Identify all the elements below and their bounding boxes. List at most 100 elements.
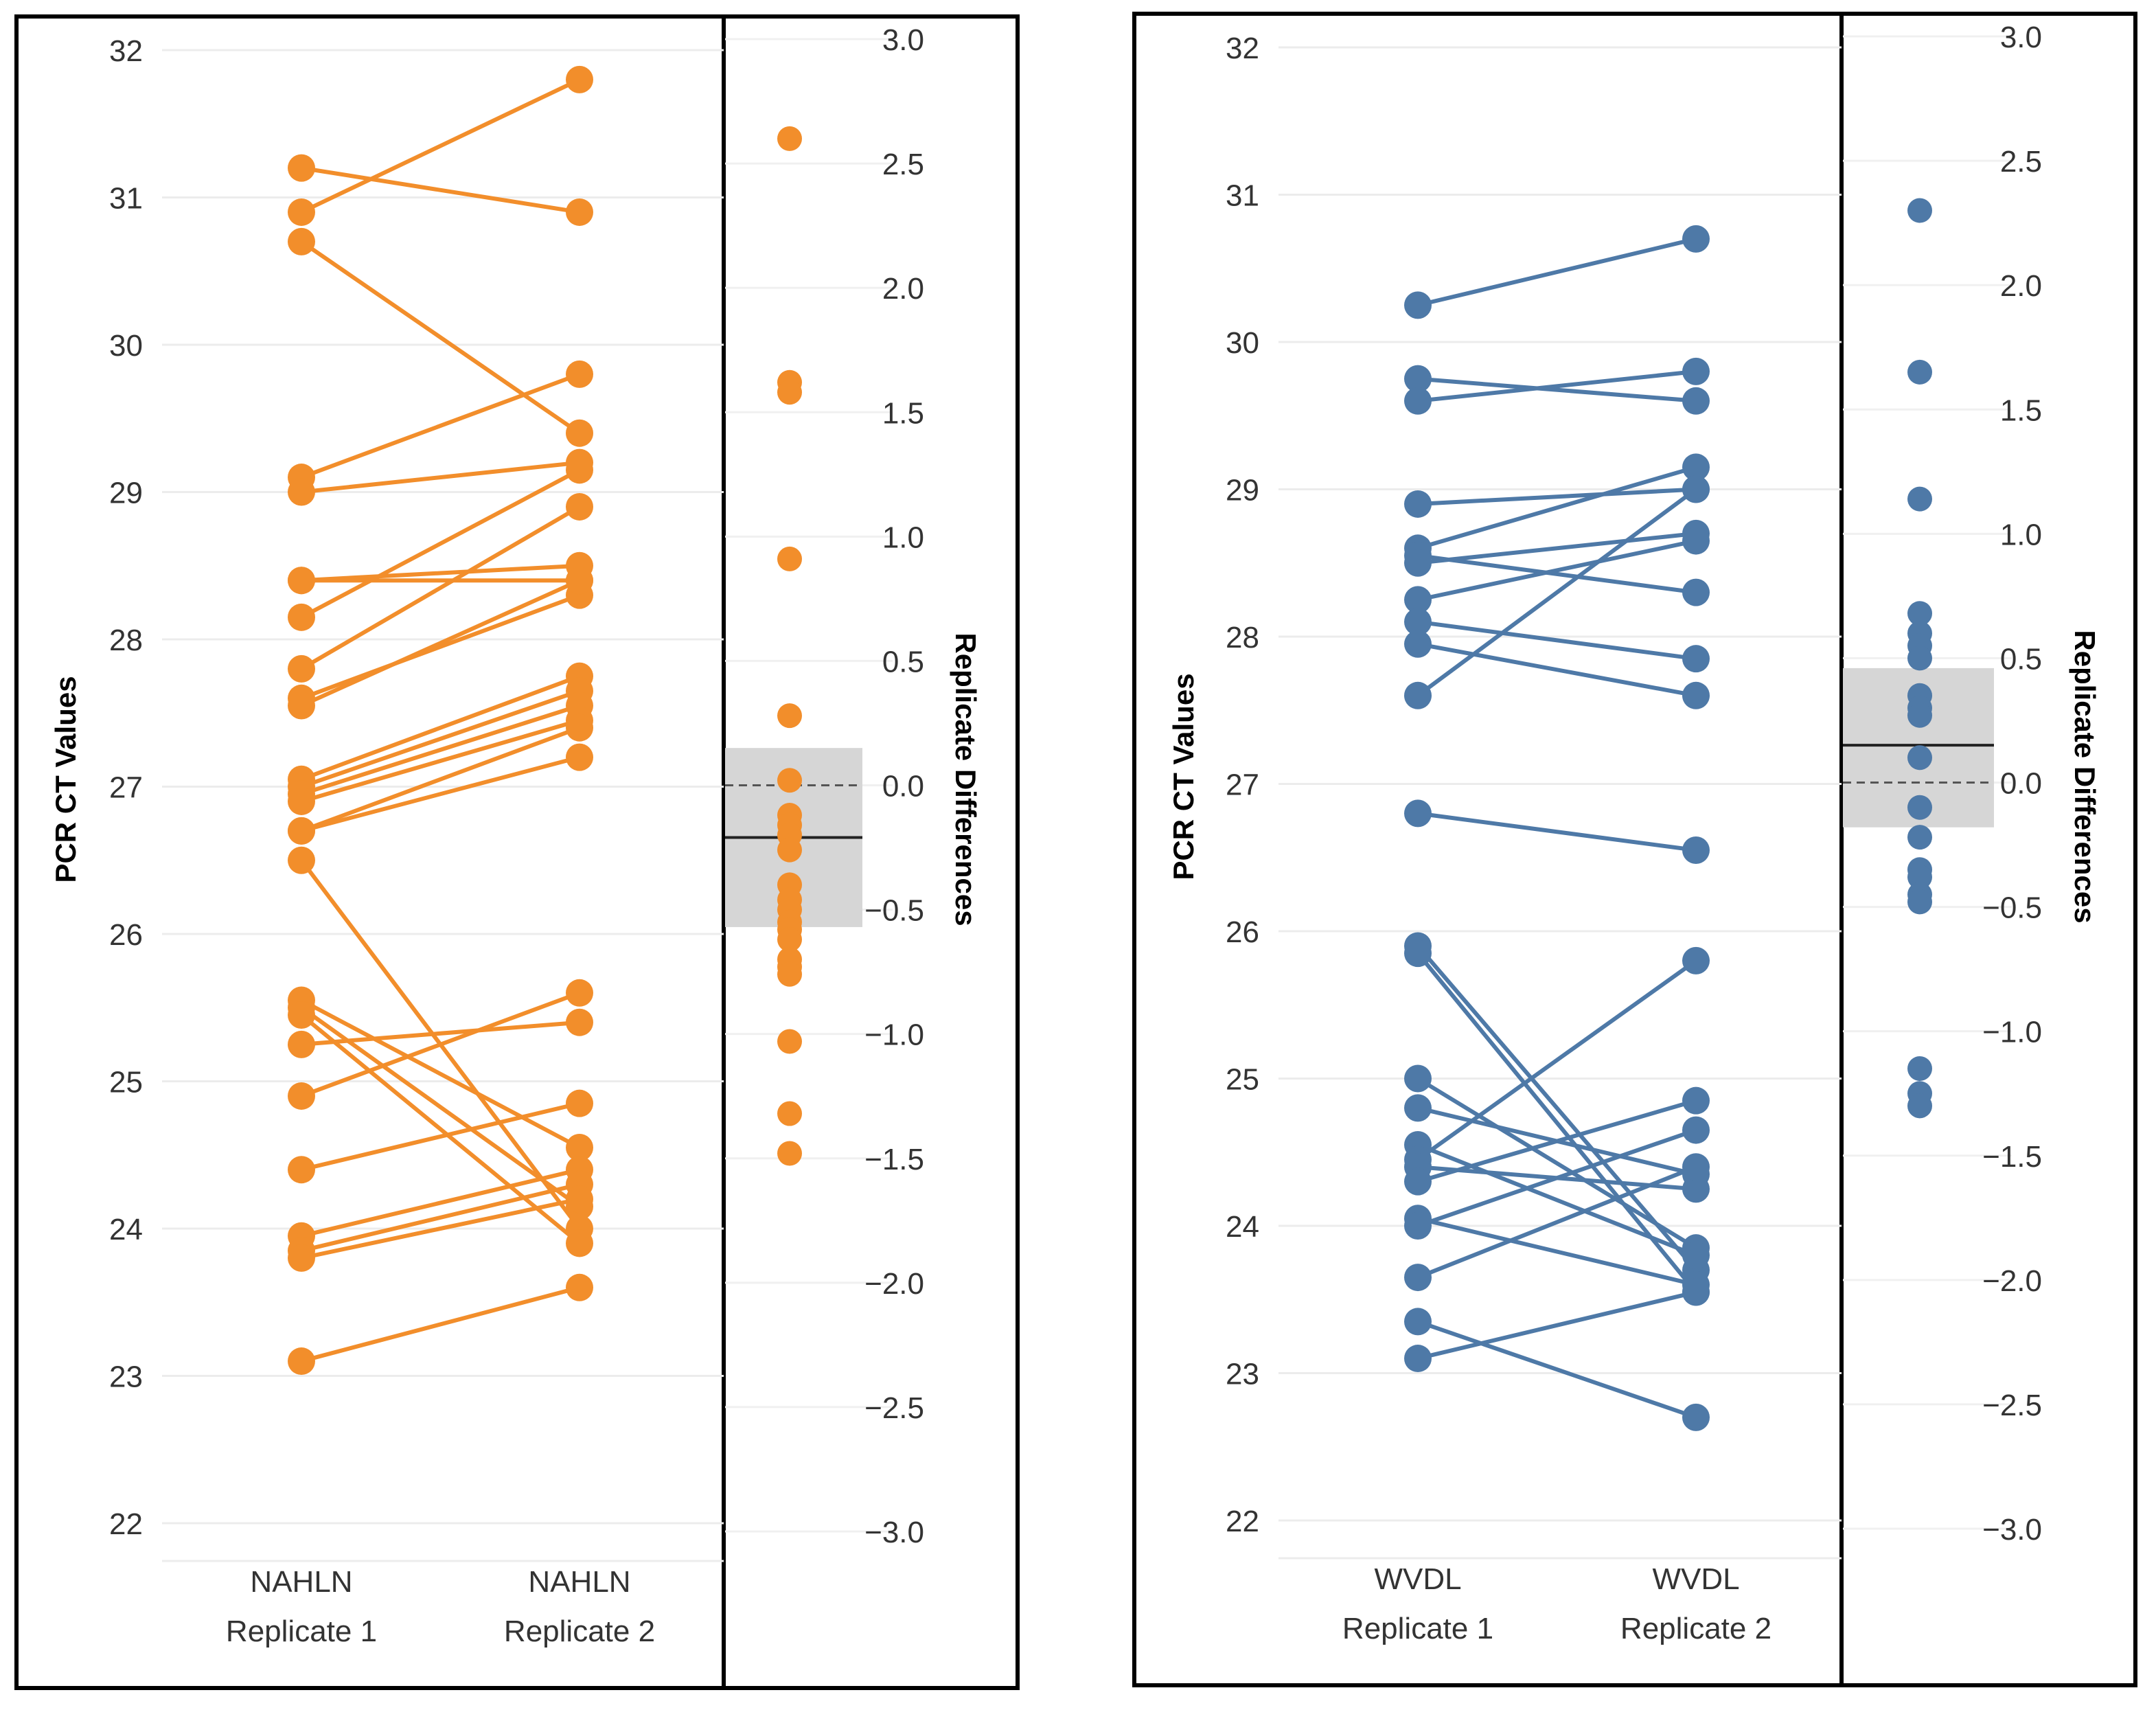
wvdl-replicate-1-point <box>1404 681 1432 709</box>
nahln-replicate-2-point <box>566 714 593 742</box>
wvdl-slope-line <box>1417 488 1697 698</box>
wvdl-replicate-2-point <box>1682 946 1710 974</box>
wvdl-replicate-1-point <box>1404 490 1432 518</box>
nahln-replicate-1-point <box>288 692 315 720</box>
wvdl-slope-frame <box>1132 12 1844 1687</box>
nahln-slope-line <box>301 166 580 214</box>
nahln-slope-line <box>300 240 581 435</box>
nahln-slope-lines <box>299 78 582 1363</box>
nahln-difference-tick-label: 2.0 <box>882 272 924 306</box>
wvdl-replicate-2-point <box>1682 681 1710 709</box>
wvdl-replicate-1-point <box>1404 1308 1432 1336</box>
nahln-replicate-1-point <box>288 227 315 255</box>
nahln-slope-line <box>300 990 581 1098</box>
wvdl-difference-point <box>1907 865 1932 890</box>
nahln-difference-point <box>777 546 802 571</box>
nahln-replicate-1-point <box>288 817 315 845</box>
wvdl-replicate-2-point <box>1682 1175 1710 1203</box>
wvdl-replicate-1-point <box>1404 1094 1432 1122</box>
nahln-replicate-1-point <box>288 654 315 683</box>
nahln-replicate-1-point <box>288 1244 315 1272</box>
wvdl-slope-line <box>1417 811 1697 852</box>
wvdl-replicate-1-point <box>1404 608 1432 636</box>
wvdl-difference-point <box>1907 703 1932 728</box>
wvdl-difference-tick-label: 1.0 <box>2000 518 2042 551</box>
nahln-ct-tick-label: 23 <box>109 1360 143 1394</box>
nahln-slope-frame <box>14 14 726 1690</box>
wvdl-difference-point <box>1907 1093 1932 1119</box>
wvdl-replicate-2-point <box>1682 453 1710 481</box>
nahln-difference-tick-label: 2.5 <box>882 148 924 181</box>
wvdl-category-1-replicate: Replicate 1 <box>1342 1612 1493 1645</box>
wvdl-difference-tick-label: 1.5 <box>2000 394 2042 427</box>
nahln-difference-tick-label: −3.0 <box>864 1516 924 1549</box>
wvdl-difference-tick-label: −0.5 <box>1982 891 2042 925</box>
wvdl-ct-axis-label: PCR CT Values <box>1167 673 1200 880</box>
wvdl-category-2-replicate: Replicate 2 <box>1620 1612 1771 1645</box>
nahln-replicate-1-point <box>288 567 315 595</box>
nahln-replicate-1-point <box>288 846 315 874</box>
nahln-ct-tick-label: 25 <box>109 1066 143 1099</box>
wvdl-category-2-lab: WVDL <box>1652 1562 1739 1596</box>
wvdl-replicate-1-point <box>1404 586 1432 614</box>
nahln-slope-line <box>300 468 581 619</box>
nahln-difference-point <box>777 1141 802 1166</box>
nahln-difference-dots <box>777 126 802 1166</box>
nahln-slope-line <box>301 563 580 583</box>
wvdl-replicate-1-point <box>1404 549 1432 577</box>
wvdl-difference-tick-label: −3.0 <box>1982 1513 2042 1547</box>
nahln-slope-line <box>301 718 580 803</box>
wvdl-slope-line <box>1417 1290 1697 1360</box>
nahln-slope-line <box>301 1182 580 1253</box>
nahln-slope-line <box>300 1005 581 1209</box>
nahln-difference-axis-ticks: 3.0 2.5 2.0 1.5 1.0 0.5 0.0 −0.5 −1.0 −1.5 −2.0 −2.… <box>864 23 924 1549</box>
nahln-replicate-1-point <box>288 154 315 182</box>
wvdl-difference-point <box>1907 359 1932 385</box>
nahln-ct-tick-label: 31 <box>109 182 143 216</box>
wvdl-slope-dots <box>1404 225 1710 1431</box>
nahln-slope-line <box>300 593 581 700</box>
wvdl-replicate-2-point <box>1682 1403 1710 1431</box>
wvdl-slope-line <box>1417 619 1697 661</box>
nahln-replicate-1-point <box>288 1030 315 1058</box>
wvdl-replicate-1-point <box>1404 1167 1432 1196</box>
wvdl-replicate-1-point <box>1404 291 1432 319</box>
wvdl-slope-line <box>1417 531 1697 565</box>
nahln-slope-line <box>301 1101 580 1172</box>
nahln-slope-line <box>300 725 581 833</box>
nahln-difference-point <box>777 1029 802 1054</box>
nahln-slope-line <box>301 1197 580 1260</box>
nahln-slope-line <box>300 1013 581 1245</box>
wvdl-difference-point <box>1907 198 1932 223</box>
nahln-replicate-2-point <box>566 979 593 1007</box>
wvdl-slope-line <box>1417 538 1697 602</box>
wvdl-difference-point <box>1907 745 1932 771</box>
nahln-replicate-1-point <box>288 1001 315 1029</box>
nahln-replicate-1-point <box>288 1156 315 1184</box>
nahln-replicate-1-point <box>288 478 315 506</box>
wvdl-slope-line <box>1417 554 1697 595</box>
wvdl-replicate-2-point <box>1682 1086 1710 1115</box>
nahln-ct-tick-label: 22 <box>109 1507 143 1541</box>
nahln-difference-point <box>777 703 802 729</box>
nahln-difference-point <box>777 768 802 793</box>
wvdl-slope-line <box>1417 376 1697 403</box>
wvdl-replicate-2-point <box>1682 578 1710 606</box>
wvdl-slope-line <box>1416 944 1698 1272</box>
wvdl-slope-line <box>1417 641 1697 698</box>
wvdl-slope-line <box>1417 465 1697 551</box>
wvdl-difference-tick-label: −2.0 <box>1982 1264 2042 1298</box>
wvdl-difference-axis-label: Replicate Differences <box>2069 630 2101 923</box>
wvdl-slope-line <box>1417 959 1697 1161</box>
wvdl-replicate-2-point <box>1682 1153 1710 1181</box>
nahln-replicate-2-point <box>566 1185 593 1213</box>
wvdl-slope-line <box>1417 487 1697 506</box>
nahln-ct-tick-label: 32 <box>109 34 143 68</box>
wvdl-replicate-1-point <box>1404 1064 1432 1093</box>
wvdl-difference-point <box>1907 646 1932 671</box>
wvdl-difference-point <box>1907 601 1932 626</box>
wvdl-difference-point <box>1907 1056 1932 1081</box>
nahln-difference-point <box>777 126 802 151</box>
wvdl-difference-axis-ticks: 3.0 2.5 2.0 1.5 1.0 0.5 0.0 −0.5 −1.0 −1.5 −2.0 −2.… <box>1982 21 2042 1547</box>
